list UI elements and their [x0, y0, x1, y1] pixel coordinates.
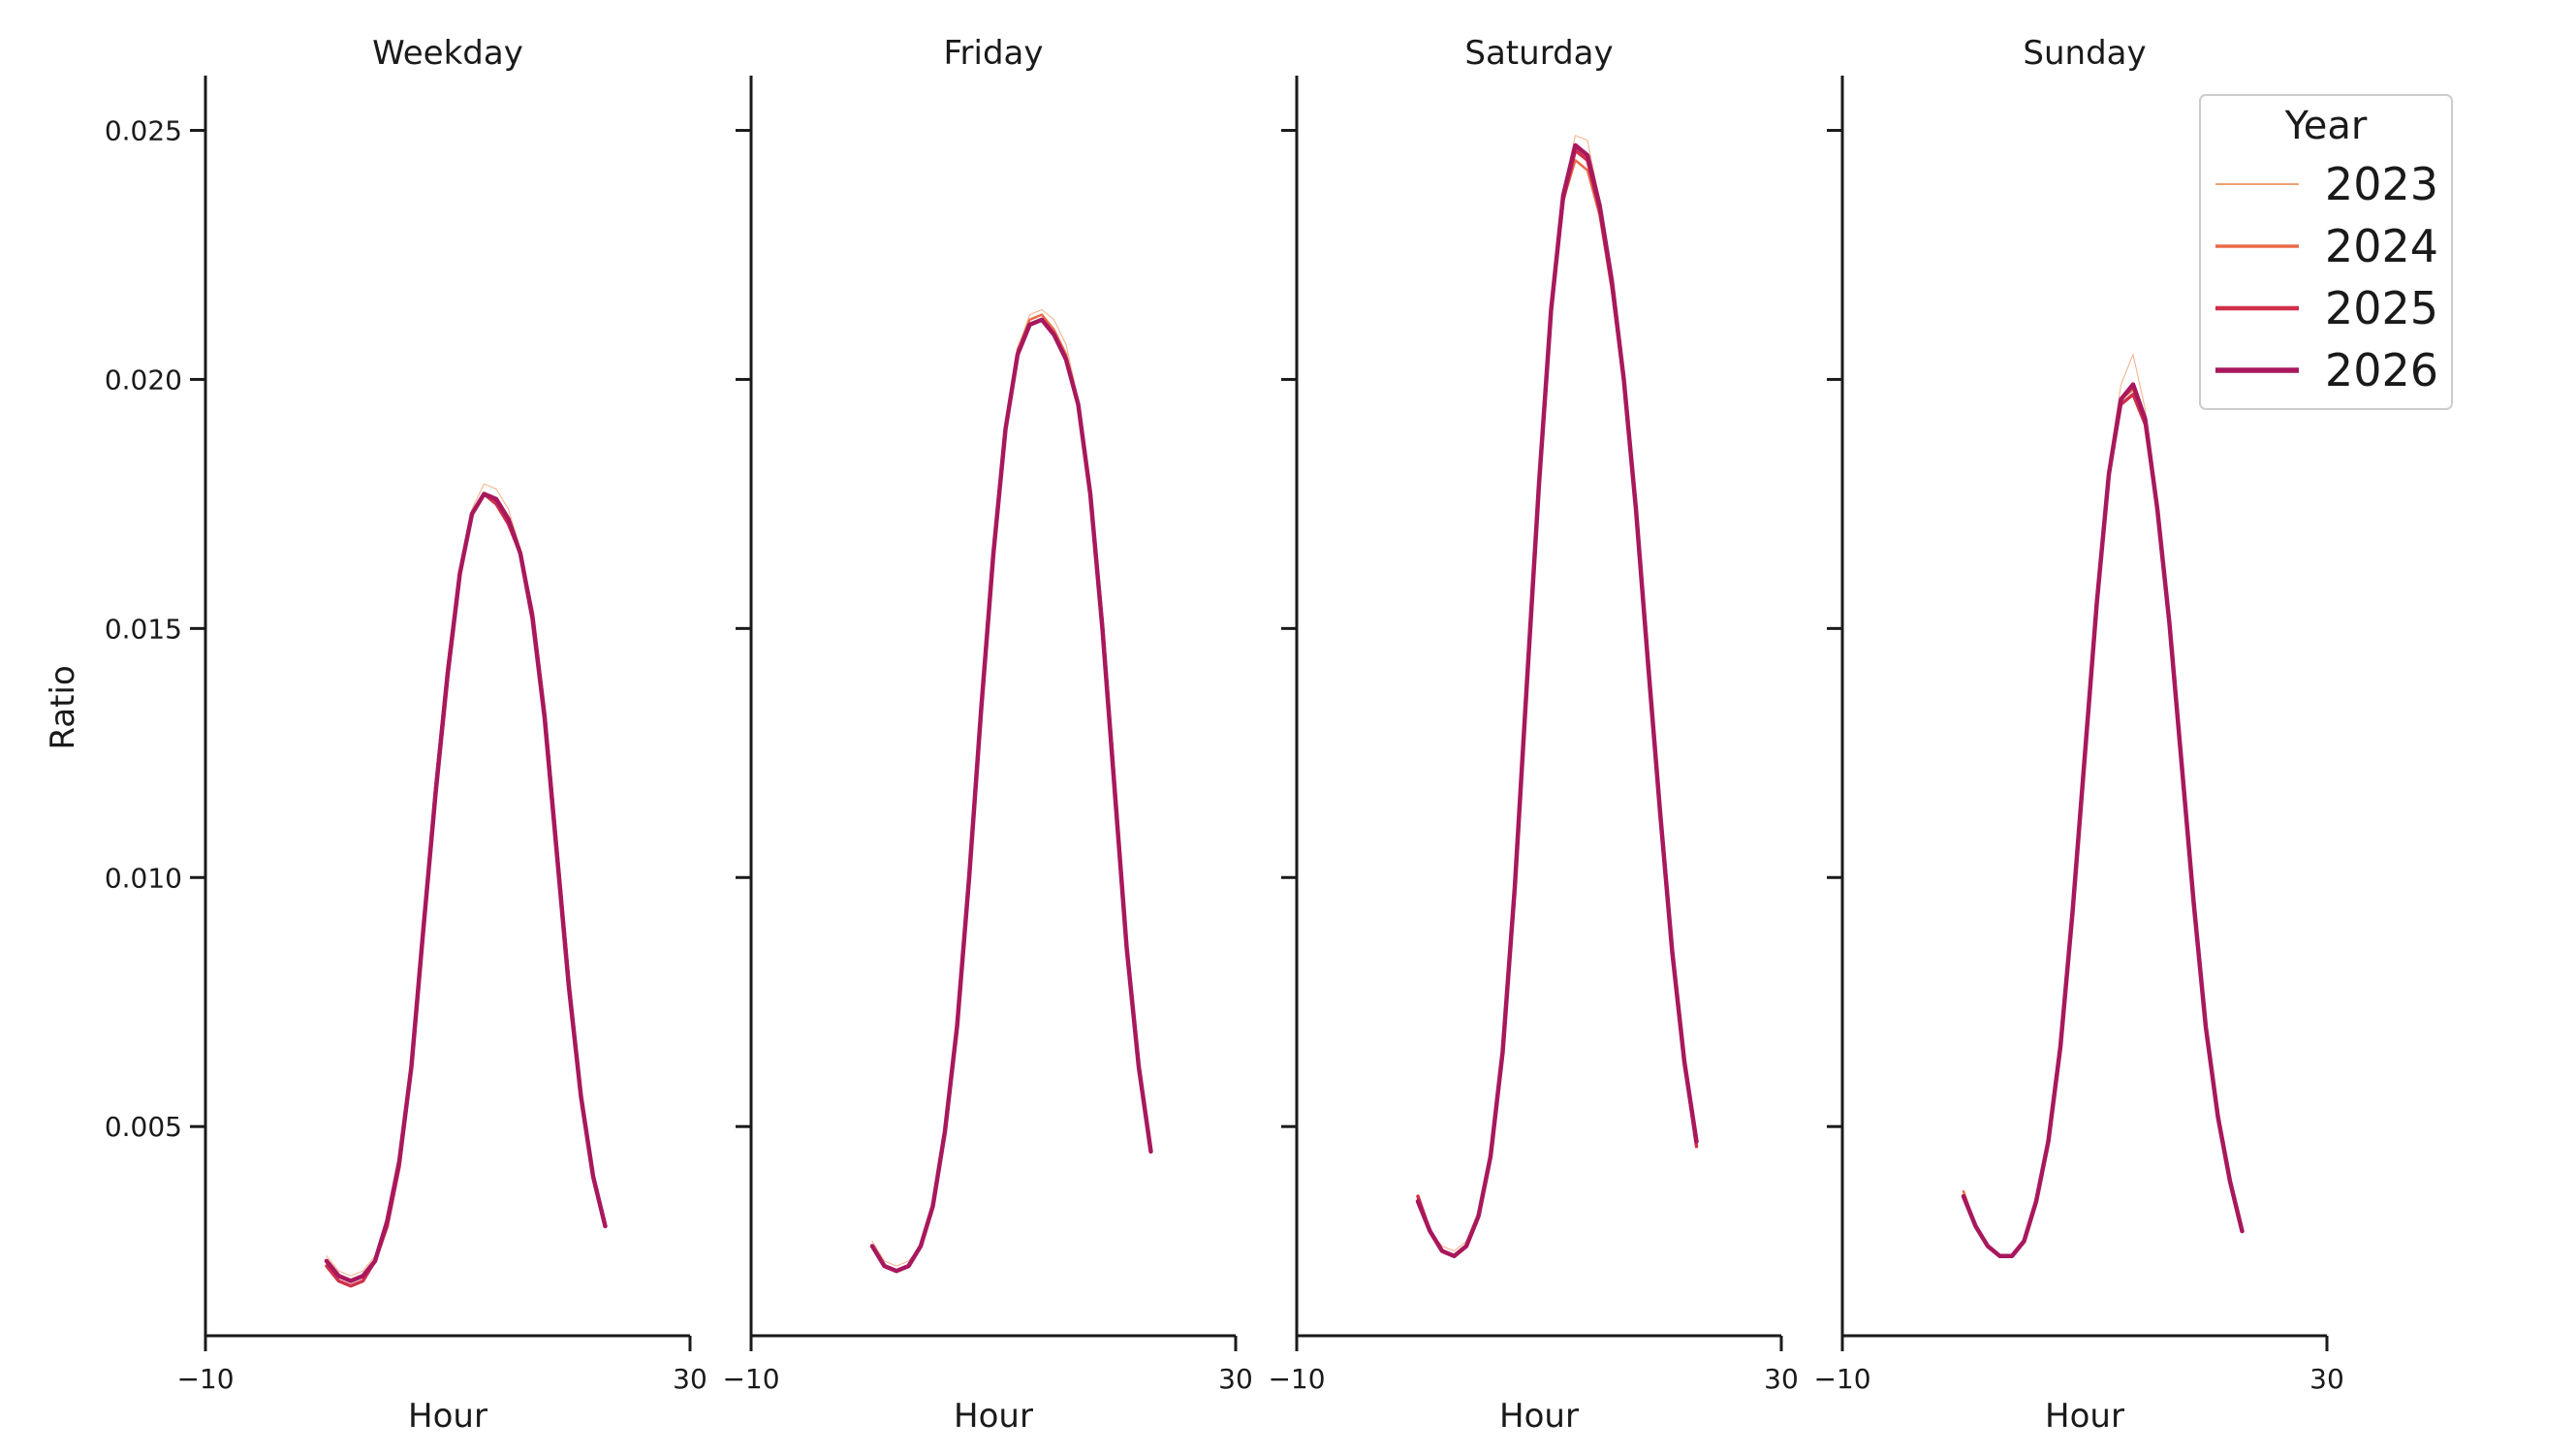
x-tick-label: −10	[1813, 1363, 1870, 1395]
series-line-2023	[326, 483, 606, 1277]
legend-frame	[2199, 94, 2453, 410]
series-line-2026	[1415, 142, 1699, 1259]
legend-title: Year	[2284, 104, 2368, 148]
legend-label-2024: 2024	[2325, 220, 2438, 272]
x-tick-label: 30	[1218, 1363, 1253, 1395]
y-tick-label: 0.010	[105, 862, 182, 894]
facet-title: Weekday	[372, 34, 523, 73]
series-line-2023	[1417, 135, 1697, 1252]
y-tick-label: 0.015	[105, 613, 182, 645]
legend-label-2026: 2026	[2325, 344, 2438, 396]
y-tick-label: 0.025	[105, 115, 182, 147]
x-axis-label: Hour	[954, 1397, 1033, 1436]
x-tick-label: 30	[2309, 1363, 2344, 1395]
y-tick-label: 0.005	[105, 1111, 182, 1143]
legend: Year 2023 2024 2025 2026	[2199, 94, 2453, 410]
facet-title: Sunday	[2023, 34, 2146, 73]
series-line-2025	[870, 318, 1153, 1273]
series-line-2026	[1961, 382, 2245, 1259]
series-line-2025	[1416, 148, 1699, 1258]
facet-saturday: Saturday −10 30 Hour	[1268, 34, 1798, 1436]
legend-label-2025: 2025	[2325, 282, 2438, 334]
series-line-2026	[324, 491, 608, 1283]
series-line-2024	[325, 492, 607, 1282]
series-line-2026	[869, 317, 1153, 1274]
x-axis-label: Hour	[2045, 1397, 2124, 1436]
series-line-2024	[870, 313, 1152, 1273]
legend-label-2023: 2023	[2325, 158, 2438, 210]
series-line-2024	[1416, 159, 1698, 1258]
facet-panels: Weekday 0.005 0.010 0.015 0.020 0.025 −10 30 Hou…	[105, 34, 2344, 1436]
y-tick-label: 0.020	[105, 364, 182, 395]
series-line-2023	[1963, 354, 2243, 1257]
series-line-2023	[871, 309, 1151, 1267]
x-tick-label: −10	[1268, 1363, 1325, 1395]
y-axis-label: Ratio	[44, 665, 82, 749]
x-axis-label: Hour	[408, 1397, 487, 1436]
series-line-2025	[325, 491, 608, 1288]
x-tick-label: −10	[176, 1363, 234, 1395]
x-tick-label: 30	[1764, 1363, 1799, 1395]
x-tick-label: −10	[722, 1363, 779, 1395]
facet-title: Saturday	[1464, 34, 1613, 73]
facet-sunday: Sunday −10 30 Hour	[1813, 34, 2343, 1436]
facet-weekday: Weekday 0.005 0.010 0.015 0.020 0.025 −10 30 Hou…	[105, 34, 707, 1436]
facet-friday: Friday −10 30 Hour	[722, 34, 1252, 1436]
x-tick-label: 30	[673, 1363, 707, 1395]
facet-title: Friday	[943, 34, 1043, 73]
x-axis-label: Hour	[1499, 1397, 1579, 1436]
